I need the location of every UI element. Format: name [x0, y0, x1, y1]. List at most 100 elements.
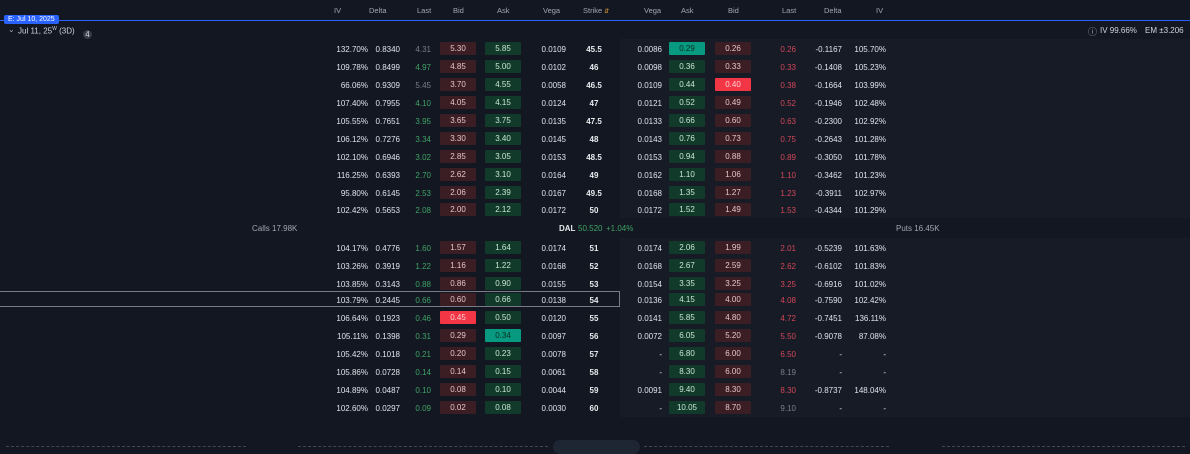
option-row[interactable]: 105.42% 0.1018 0.21 0.20 0.23 0.0078 57-6.80 6.… [0, 345, 1190, 363]
option-row[interactable]: 103.85% 0.3143 0.88 0.86 0.90 0.0155 53 0.0154 3… [0, 275, 1190, 293]
put-ask[interactable]: 3.35 [669, 277, 705, 290]
col-put-vega[interactable]: Vega [644, 6, 662, 15]
put-ask[interactable]: 0.52 [669, 96, 705, 109]
call-ask[interactable]: 0.15 [485, 365, 521, 378]
expiry-row[interactable]: ⌄ Jul 11, 25W (3D) 4 ⓘ IV 99.66% EM ±3.2… [0, 21, 1190, 39]
call-bid[interactable]: 3.65 [440, 114, 476, 127]
call-bid[interactable]: 4.85 [440, 60, 476, 73]
put-bid[interactable]: 0.49 [715, 96, 751, 109]
option-row[interactable]: 102.42% 0.5653 2.08 2.00 2.12 0.0172 50 0.0172 1… [0, 201, 1190, 219]
put-bid[interactable]: 1.49 [715, 203, 751, 216]
put-ask[interactable]: 0.44 [669, 78, 705, 91]
col-call-delta[interactable]: Delta [369, 6, 387, 15]
call-ask[interactable]: 0.10 [485, 383, 521, 396]
put-bid[interactable]: 1.99 [715, 241, 751, 254]
put-bid[interactable]: 0.60 [715, 114, 751, 127]
col-put-ask[interactable]: Ask [681, 6, 694, 15]
option-row[interactable]: 66.06% 0.9309 5.45 3.70 4.55 0.0058 46.5 0.0109… [0, 76, 1190, 94]
put-ask[interactable]: 6.80 [669, 347, 705, 360]
col-put-delta[interactable]: Delta [824, 6, 842, 15]
put-bid[interactable]: 2.59 [715, 259, 751, 272]
put-bid[interactable]: 1.06 [715, 168, 751, 181]
put-bid[interactable]: 6.00 [715, 347, 751, 360]
col-call-ask[interactable]: Ask [497, 6, 510, 15]
put-ask[interactable]: 2.67 [669, 259, 705, 272]
call-bid[interactable]: 1.57 [440, 241, 476, 254]
col-put-iv[interactable]: IV [876, 6, 884, 15]
call-bid[interactable]: 0.29 [440, 329, 476, 342]
call-ask[interactable]: 0.08 [485, 401, 521, 414]
chevron-down-icon[interactable]: ⌄ [8, 25, 15, 34]
put-ask[interactable]: 1.35 [669, 186, 705, 199]
call-bid[interactable]: 3.70 [440, 78, 476, 91]
put-ask[interactable]: 8.30 [669, 365, 705, 378]
call-bid[interactable]: 5.30 [440, 42, 476, 55]
put-bid[interactable]: 0.26 [715, 42, 751, 55]
put-ask[interactable]: 0.76 [669, 132, 705, 145]
option-row[interactable]: 107.40% 0.7955 4.10 4.05 4.15 0.0124 47 0.0121 0… [0, 94, 1190, 112]
sort-arrows-icon[interactable]: ⇵ [604, 9, 610, 15]
option-row[interactable]: 104.17% 0.4776 1.60 1.57 1.64 0.0174 51 0.0174 2… [0, 239, 1190, 257]
call-bid[interactable]: 0.86 [440, 277, 476, 290]
option-row[interactable]: 103.79% 0.2445 0.66 0.60 0.66 0.0138 54 0.0136 4… [0, 291, 1190, 309]
call-bid[interactable]: 1.16 [440, 259, 476, 272]
underlying-pill[interactable] [553, 440, 640, 454]
put-bid[interactable]: 0.88 [715, 150, 751, 163]
call-ask[interactable]: 2.39 [485, 186, 521, 199]
col-call-vega[interactable]: Vega [543, 6, 561, 15]
put-ask[interactable]: 1.52 [669, 203, 705, 216]
call-bid[interactable]: 2.62 [440, 168, 476, 181]
call-bid[interactable]: 2.06 [440, 186, 476, 199]
call-bid[interactable]: 0.14 [440, 365, 476, 378]
put-bid[interactable]: 0.33 [715, 60, 751, 73]
col-strike[interactable]: Strike ⇵ [583, 6, 609, 15]
call-ask[interactable]: 3.05 [485, 150, 521, 163]
call-ask[interactable]: 0.34 [485, 329, 521, 342]
put-ask[interactable]: 6.05 [669, 329, 705, 342]
put-bid[interactable]: 3.25 [715, 277, 751, 290]
call-ask[interactable]: 3.75 [485, 114, 521, 127]
put-ask[interactable]: 4.15 [669, 293, 705, 306]
col-call-last[interactable]: Last [417, 6, 432, 15]
call-bid[interactable]: 0.60 [440, 293, 476, 306]
call-bid[interactable]: 0.02 [440, 401, 476, 414]
put-bid[interactable]: 4.00 [715, 293, 751, 306]
call-ask[interactable]: 4.15 [485, 96, 521, 109]
call-bid[interactable]: 0.08 [440, 383, 476, 396]
call-ask[interactable]: 1.22 [485, 259, 521, 272]
call-bid[interactable]: 2.00 [440, 203, 476, 216]
call-ask[interactable]: 0.50 [485, 311, 521, 324]
call-ask[interactable]: 5.85 [485, 42, 521, 55]
call-ask[interactable]: 0.23 [485, 347, 521, 360]
option-row[interactable]: 105.55% 0.7651 3.95 3.65 3.75 0.0135 47.5 0.013… [0, 112, 1190, 130]
put-ask[interactable]: 0.36 [669, 60, 705, 73]
option-row[interactable]: 105.86% 0.0728 0.14 0.14 0.15 0.0061 58-8.30 6.… [0, 363, 1190, 381]
call-bid[interactable]: 0.45 [440, 311, 476, 324]
put-ask[interactable]: 0.29 [669, 42, 705, 55]
put-bid[interactable]: 6.00 [715, 365, 751, 378]
option-row[interactable]: 103.26% 0.3919 1.22 1.16 1.22 0.0168 52 0.0168 2… [0, 257, 1190, 275]
put-bid[interactable]: 0.40 [715, 78, 751, 91]
option-row[interactable]: 106.64% 0.1923 0.46 0.45 0.50 0.0120 55 0.0141 5… [0, 309, 1190, 327]
call-ask[interactable]: 0.90 [485, 277, 521, 290]
option-row[interactable]: 116.25% 0.6393 2.70 2.62 3.10 0.0164 49 0.0162 1… [0, 166, 1190, 184]
put-ask[interactable]: 2.06 [669, 241, 705, 254]
call-bid[interactable]: 4.05 [440, 96, 476, 109]
call-ask[interactable]: 2.12 [485, 203, 521, 216]
option-row[interactable]: 105.11% 0.1398 0.31 0.29 0.34 0.0097 56 0.0072 6… [0, 327, 1190, 345]
option-row[interactable]: 95.80% 0.6145 2.53 2.06 2.39 0.0167 49.5 0.0168… [0, 184, 1190, 202]
col-put-bid[interactable]: Bid [728, 6, 739, 15]
col-call-bid[interactable]: Bid [453, 6, 464, 15]
option-row[interactable]: 102.10% 0.6946 3.02 2.85 3.05 0.0153 48.5 0.015… [0, 148, 1190, 166]
info-icon[interactable]: ⓘ [1088, 27, 1098, 37]
col-call-iv[interactable]: IV [334, 6, 342, 15]
option-row[interactable]: 109.78% 0.8499 4.97 4.85 5.00 0.0102 46 0.0098 0… [0, 58, 1190, 76]
call-bid[interactable]: 2.85 [440, 150, 476, 163]
put-bid[interactable]: 8.70 [715, 401, 751, 414]
call-ask[interactable]: 5.00 [485, 60, 521, 73]
call-ask[interactable]: 3.40 [485, 132, 521, 145]
call-ask[interactable]: 3.10 [485, 168, 521, 181]
option-row[interactable]: 106.12% 0.7276 3.34 3.30 3.40 0.0145 48 0.0143 0… [0, 130, 1190, 148]
call-ask[interactable]: 4.55 [485, 78, 521, 91]
put-ask[interactable]: 1.10 [669, 168, 705, 181]
